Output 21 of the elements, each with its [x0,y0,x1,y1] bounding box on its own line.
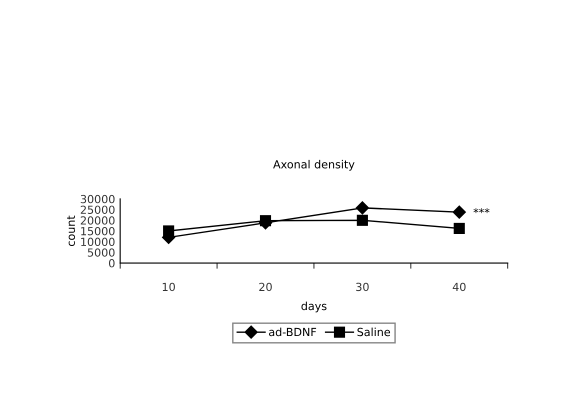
legend-label: ad-BDNF [269,328,316,336]
y-tick-label: 10000 [81,238,115,246]
point [452,206,466,219]
chart-title: Axonal density [273,160,355,171]
point [356,214,368,226]
y-tick-label: 15000 [81,226,115,236]
y-tick-label: 20000 [80,216,115,225]
y-axis-title: count [67,216,76,246]
y-tick-label: 5000 [88,248,115,257]
x-tick-label: 20 [259,282,272,292]
x-tick-label: 30 [356,282,369,292]
x-tick-label: 40 [452,282,466,292]
y-tick-label: 0 [108,259,115,268]
x-tick-label: 10 [162,282,175,292]
point [454,222,465,234]
x-axis-title: days [301,302,327,312]
legend-label: Saline [357,328,390,336]
y-tick-label: 25000 [80,206,115,214]
y-tick-label: 30000 [80,194,115,204]
annotation: *** [474,208,490,214]
point [356,201,369,214]
